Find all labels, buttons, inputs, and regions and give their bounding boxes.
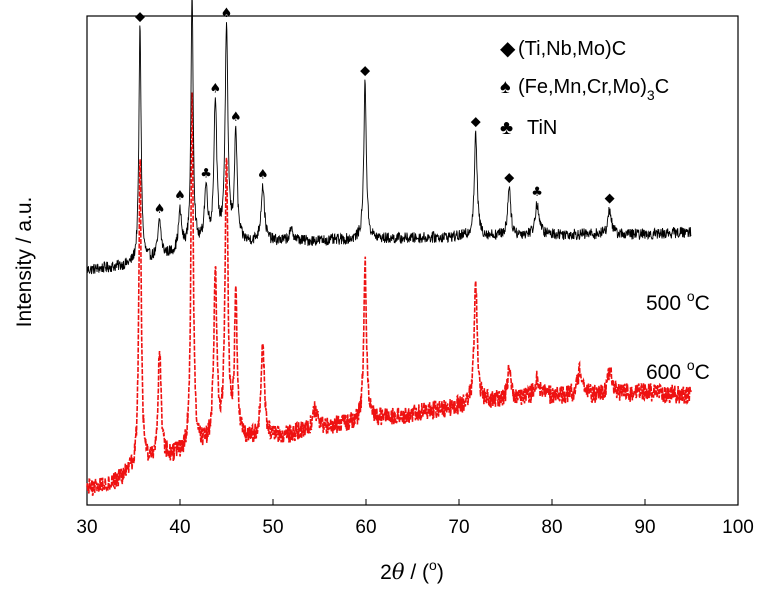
x-axis-title: 2θ / (o) [380,557,444,584]
legend-symbol-club: ♣ [500,117,513,139]
peak-marker-diamond-9: ◆ [360,64,370,79]
x-tick-label-60: 60 [355,517,376,538]
x-tick-label-80: 80 [541,517,562,538]
peak-marker-spade-6: ♠ [221,6,233,21]
x-tick-label-70: 70 [448,517,469,538]
peak-marker-spade-5: ♠ [210,81,222,96]
peak-marker-spade-2: ♠ [174,189,186,204]
x-axis-title-unit: o [429,557,437,573]
x-tick-label-90: 90 [634,517,655,538]
x-axis-title-suffix: ) [437,561,444,584]
series-label-600-degree: o [687,357,695,373]
peak-marker-layer: ◆ ♠ ♠ ◆ ♣ ♠ ♠ ♠ ♠ ◆ ◆ ◆ ♣ ◆ [135,6,615,217]
series-label-500: 500 oC [646,288,710,315]
legend-label-cementite-main: (Fe,Mn,Cr,Mo) [518,76,647,98]
x-tick-label-30: 30 [76,517,97,538]
x-axis: 30 40 50 60 70 80 90 100 [76,499,754,538]
series-label-500-value: 500 [646,292,687,315]
peak-marker-spade-8: ♠ [257,167,269,182]
legend-label-carbide-mc: (Ti,Nb,Mo)C [518,38,626,60]
x-axis-title-prefix: 2 [380,561,392,584]
peak-marker-spade-7: ♠ [230,110,242,125]
series-label-600: 600 oC [646,357,710,384]
legend: ◆ (Ti,Nb,Mo)C ♠ (Fe,Mn,Cr,Mo)3C ♣ TiN [500,38,669,139]
legend-label-cementite-end: C [655,76,669,98]
plot-frame [86,15,739,506]
legend-symbol-spade: ♠ [500,76,511,98]
series-label-500-degree: o [687,288,695,304]
series-layer [86,0,692,496]
peak-marker-diamond-11: ◆ [504,170,514,185]
peak-marker-diamond-10: ◆ [471,115,481,130]
x-axis-title-var: θ [392,560,405,584]
x-tick-label-50: 50 [262,517,283,538]
y-axis-title: Intensity / a.u. [13,197,36,328]
legend-symbol-diamond: ◆ [500,38,516,60]
x-tick-label-100: 100 [722,517,754,538]
legend-label-cementite-sub: 3 [647,87,655,103]
legend-label-tin: TiN [527,117,557,139]
peak-marker-diamond-13: ◆ [605,191,615,206]
series-line-500 [86,0,692,275]
x-axis-title-sep: / ( [405,561,430,584]
peak-marker-spade-1: ♠ [154,202,166,217]
series-label-600-unit: C [695,361,710,384]
series-label-500-unit: C [695,292,710,315]
peak-marker-diamond-0: ◆ [135,9,145,24]
x-tick-label-40: 40 [169,517,190,538]
series-line-600 [86,92,692,496]
legend-label-cementite: (Fe,Mn,Cr,Mo)3C [518,76,669,103]
peak-marker-club-4: ♣ [200,167,212,182]
series-label-600-value: 600 [646,361,687,384]
peak-marker-club-12: ♣ [531,185,543,200]
